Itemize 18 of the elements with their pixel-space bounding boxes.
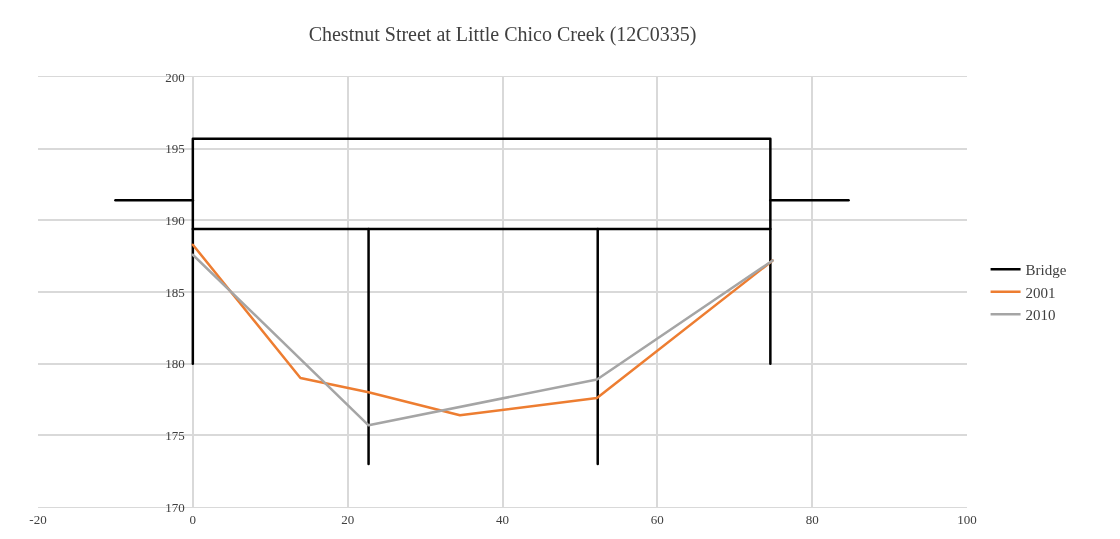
- x-tick-label: 60: [650, 511, 664, 527]
- legend-label: 2001: [1025, 284, 1056, 301]
- y-tick-label: 190: [165, 212, 185, 228]
- x-tick-label: -20: [29, 511, 47, 527]
- y-tick-label: 200: [165, 69, 185, 85]
- legend-label: 2010: [1025, 307, 1056, 324]
- y-tick-label: 175: [165, 427, 185, 443]
- y-tick-label: 185: [165, 284, 185, 300]
- x-tick-label: 0: [189, 511, 197, 527]
- x-tick-label: 40: [496, 511, 509, 527]
- x-tick-label: 20: [341, 511, 355, 527]
- x-tick-label: 80: [805, 511, 819, 527]
- y-tick-label: 195: [165, 141, 185, 157]
- y-tick-label: 180: [165, 356, 185, 372]
- x-tick-label: 100: [957, 511, 977, 527]
- legend-label: Bridge: [1025, 262, 1067, 279]
- chart-title: Chestnut Street at Little Chico Creek (12C0335): [308, 22, 697, 46]
- y-tick-label: 170: [165, 499, 185, 515]
